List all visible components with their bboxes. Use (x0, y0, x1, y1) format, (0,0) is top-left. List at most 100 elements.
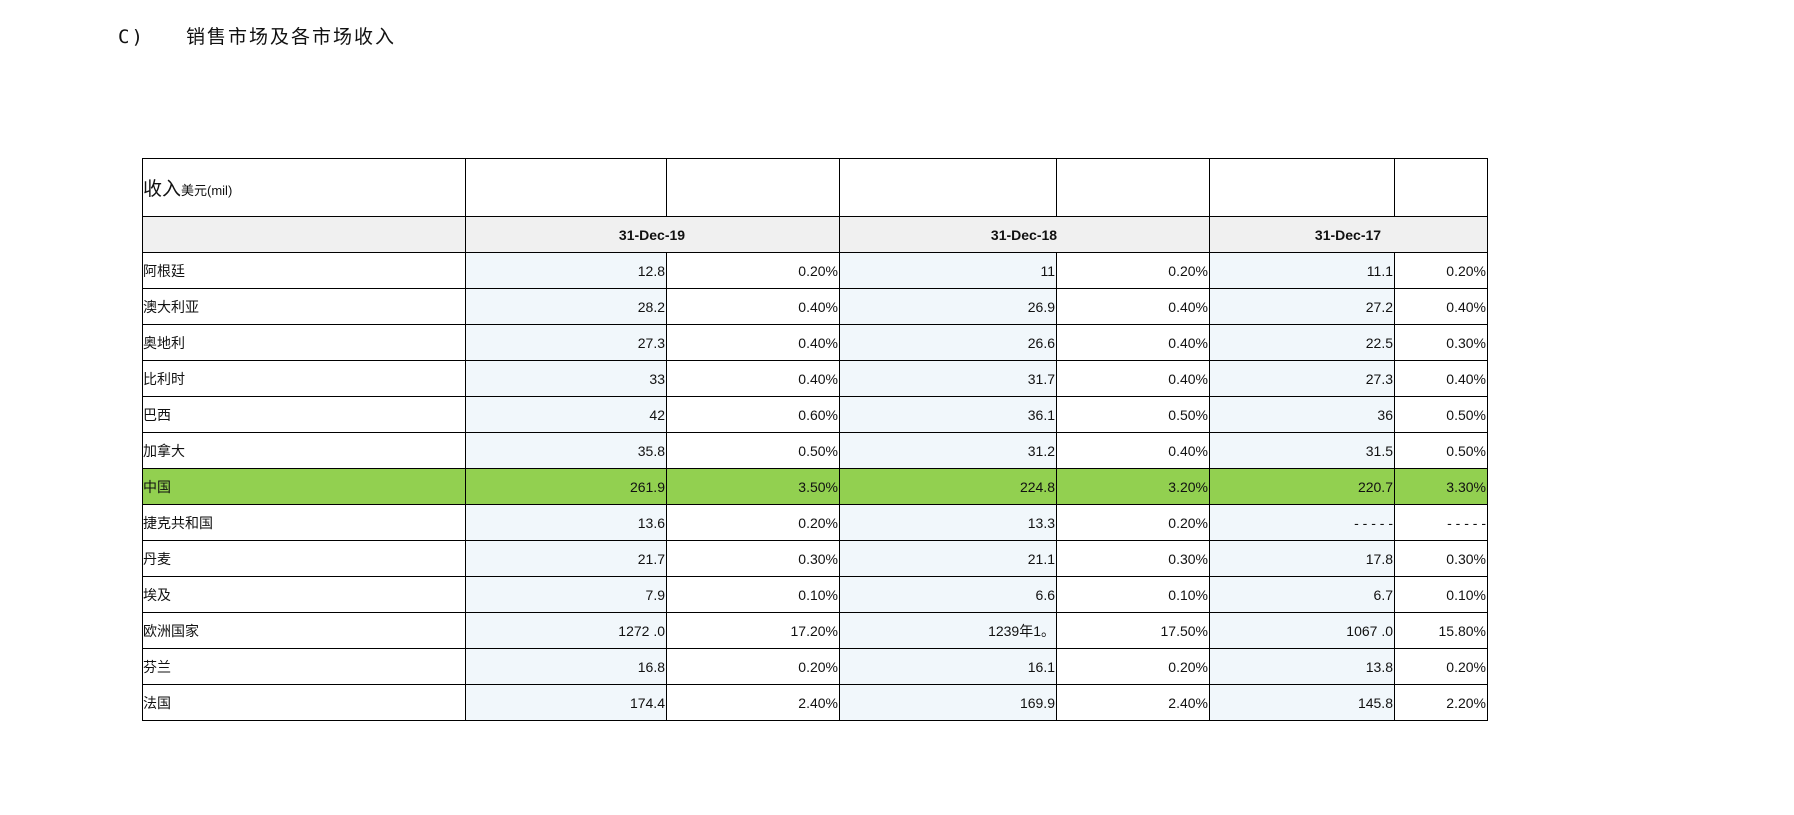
revenue-value: 27.2 (1209, 288, 1395, 325)
revenue-value: 224.8 (839, 468, 1057, 505)
table-title-cell: 收入美元(mil) (142, 158, 466, 217)
revenue-share: 2.20% (1394, 684, 1488, 721)
country-name: 奥地利 (142, 324, 466, 361)
table-row: 捷克共和国 13.6 0.20% 13.3 0.20% - - - - -- - - - … (142, 504, 1488, 541)
period-header-2017: 31-Dec-17 (1209, 216, 1488, 253)
empty-cell (1056, 158, 1210, 217)
revenue-value: 174.4 (465, 684, 667, 721)
country-name: 加拿大 (142, 432, 466, 469)
country-name: 巴西 (142, 396, 466, 433)
revenue-value: 26.9 (839, 288, 1057, 325)
revenue-table-body: 收入美元(mil) 31-Dec-19 31-Dec-18 31-Dec-17 … (142, 158, 1488, 721)
revenue-value: - - - - - (1209, 504, 1395, 541)
revenue-value: 145.8 (1209, 684, 1395, 721)
country-name: 比利时 (142, 360, 466, 397)
revenue-share: 0.40% (1056, 288, 1210, 325)
revenue-value: 1239年1。 (839, 612, 1057, 649)
revenue-value: 16.1 (839, 648, 1057, 685)
table-row: 丹麦 21.7 0.30% 21.1 0.30% 17.8 0.30% (142, 540, 1488, 577)
table-row: 芬兰 16.8 0.20% 16.1 0.20% 13.8 0.20% (142, 648, 1488, 685)
revenue-value: 7.9 (465, 576, 667, 613)
revenue-value: 22.5 (1209, 324, 1395, 361)
revenue-value: 1067 .0 (1209, 612, 1395, 649)
revenue-share: 0.50% (666, 432, 840, 469)
country-name: 澳大利亚 (142, 288, 466, 325)
revenue-share: 0.40% (1394, 360, 1488, 397)
revenue-share: 0.30% (1056, 540, 1210, 577)
revenue-value: 31.5 (1209, 432, 1395, 469)
revenue-share: 0.20% (1394, 252, 1488, 289)
table-row: 澳大利亚 28.2 0.40% 26.9 0.40% 27.2 0.40% (142, 288, 1488, 325)
table-row: 法国 174.4 2.40% 169.9 2.40% 145.8 2.20% (142, 684, 1488, 721)
country-name: 欧洲国家 (142, 612, 466, 649)
period-header-2018: 31-Dec-18 (839, 216, 1210, 253)
revenue-share: 0.50% (1394, 396, 1488, 433)
revenue-value: 220.7 (1209, 468, 1395, 505)
revenue-table: 收入美元(mil) 31-Dec-19 31-Dec-18 31-Dec-17 … (142, 158, 1488, 721)
table-row: 阿根廷 12.8 0.20% 11 0.20% 11.1 0.20% (142, 252, 1488, 289)
revenue-share: 0.10% (1056, 576, 1210, 613)
table-row: 埃及 7.9 0.10% 6.6 0.10% 6.7 0.10% (142, 576, 1488, 613)
table-title-row: 收入美元(mil) (142, 158, 1488, 217)
revenue-value: 35.8 (465, 432, 667, 469)
revenue-share: 3.20% (1056, 468, 1210, 505)
country-name: 捷克共和国 (142, 504, 466, 541)
section-heading: C) 销售市场及各市场收入 (118, 22, 396, 49)
revenue-value: 27.3 (1209, 360, 1395, 397)
revenue-share: 0.20% (1056, 252, 1210, 289)
revenue-share: 0.10% (666, 576, 840, 613)
empty-cell (839, 158, 1057, 217)
revenue-share: 0.40% (666, 324, 840, 361)
revenue-share: 0.20% (1056, 648, 1210, 685)
table-row: 欧洲国家 1272 .0 17.20% 1239年1。 17.50% 1067 .0 15.… (142, 612, 1488, 649)
revenue-share: 2.40% (1056, 684, 1210, 721)
revenue-value: 261.9 (465, 468, 667, 505)
revenue-value: 12.8 (465, 252, 667, 289)
country-name: 丹麦 (142, 540, 466, 577)
country-name: 埃及 (142, 576, 466, 613)
period-header-row: 31-Dec-19 31-Dec-18 31-Dec-17 (142, 216, 1488, 253)
country-name: 中国 (142, 468, 466, 505)
revenue-value: 169.9 (839, 684, 1057, 721)
revenue-value: 17.8 (1209, 540, 1395, 577)
revenue-value: 33 (465, 360, 667, 397)
revenue-share: 0.10% (1394, 576, 1488, 613)
table-unit: 美元(mil) (181, 183, 233, 198)
revenue-share: 0.50% (1056, 396, 1210, 433)
revenue-share: 3.30% (1394, 468, 1488, 505)
revenue-value: 11 (839, 252, 1057, 289)
revenue-value: 42 (465, 396, 667, 433)
revenue-share: 0.40% (666, 360, 840, 397)
revenue-value: 26.6 (839, 324, 1057, 361)
revenue-share: 0.40% (1056, 360, 1210, 397)
period-header-2019: 31-Dec-19 (465, 216, 840, 253)
revenue-value: 16.8 (465, 648, 667, 685)
revenue-value: 31.2 (839, 432, 1057, 469)
empty-cell (666, 158, 840, 217)
revenue-value: 21.1 (839, 540, 1057, 577)
revenue-share: 0.60% (666, 396, 840, 433)
section-title: 销售市场及各市场收入 (186, 26, 397, 48)
revenue-share: 0.50% (1394, 432, 1488, 469)
empty-cell (1394, 158, 1488, 217)
revenue-share: 17.50% (1056, 612, 1210, 649)
table-title: 收入 (143, 179, 182, 200)
empty-cell (1209, 158, 1395, 217)
country-name: 芬兰 (142, 648, 466, 685)
revenue-value: 27.3 (465, 324, 667, 361)
revenue-share: 0.40% (666, 288, 840, 325)
revenue-share: 0.40% (1394, 288, 1488, 325)
revenue-share: - - - - - (1394, 504, 1488, 541)
table-row: 奥地利 27.3 0.40% 26.6 0.40% 22.5 0.30% (142, 324, 1488, 361)
revenue-share: 0.20% (666, 504, 840, 541)
revenue-share: 0.20% (1056, 504, 1210, 541)
revenue-value: 6.7 (1209, 576, 1395, 613)
revenue-share: 0.20% (1394, 648, 1488, 685)
revenue-value: 13.3 (839, 504, 1057, 541)
revenue-value: 6.6 (839, 576, 1057, 613)
table-row: 加拿大 35.8 0.50% 31.2 0.40% 31.5 0.50% (142, 432, 1488, 469)
revenue-share: 0.40% (1056, 432, 1210, 469)
revenue-share: 0.20% (666, 252, 840, 289)
revenue-value: 28.2 (465, 288, 667, 325)
revenue-value: 1272 .0 (465, 612, 667, 649)
